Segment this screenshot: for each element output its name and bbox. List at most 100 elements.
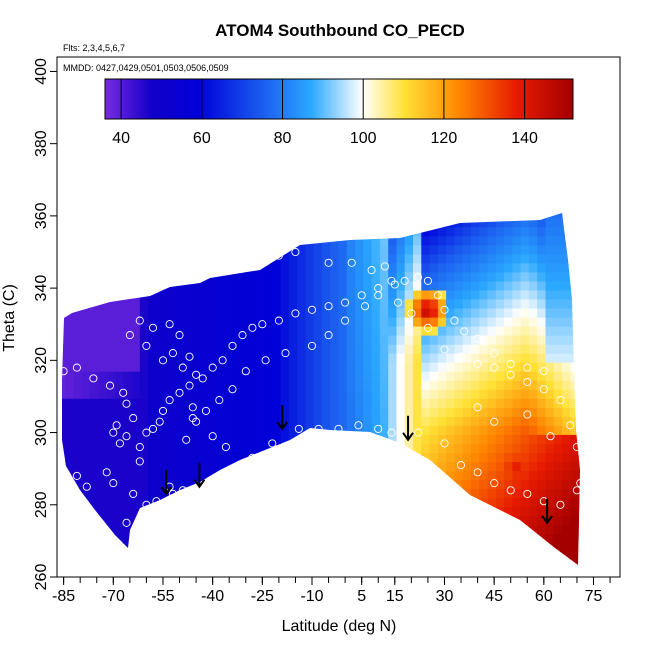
- heat-cell: [570, 497, 580, 508]
- heat-cell: [297, 362, 306, 372]
- heat-cell: [140, 191, 149, 201]
- heat-cell: [255, 398, 265, 408]
- heat-cell: [123, 506, 133, 517]
- heat-cell: [346, 371, 356, 381]
- heat-cell: [363, 380, 373, 390]
- heat-cell: [288, 461, 298, 471]
- heat-cell: [264, 542, 273, 553]
- heat-cell: [247, 298, 257, 309]
- heat-cell: [189, 533, 199, 544]
- heat-cell: [222, 452, 232, 462]
- heat-cell: [123, 217, 133, 228]
- heat-cell: [313, 353, 323, 363]
- heat-cell: [131, 398, 141, 408]
- heat-cell: [371, 253, 381, 264]
- heat-cell: [156, 200, 165, 210]
- heat-cell: [487, 244, 497, 255]
- heat-cell: [255, 560, 265, 565]
- observation-point: [490, 479, 499, 488]
- heat-cell: [264, 191, 273, 201]
- heat-cell: [603, 362, 612, 372]
- heat-cell: [379, 380, 389, 390]
- heat-cell: [165, 200, 174, 210]
- heat-cell: [123, 425, 133, 435]
- heat-cell: [388, 217, 398, 228]
- heat-cell: [562, 533, 571, 544]
- heat-cell: [297, 298, 306, 309]
- heat-cell: [164, 362, 174, 372]
- heat-cell: [595, 353, 604, 363]
- heat-cell: [156, 317, 166, 327]
- heat-cell: [512, 443, 522, 453]
- heat-cell: [587, 389, 596, 399]
- heat-cell: [454, 271, 464, 282]
- heat-cell: [156, 398, 166, 408]
- heat-cell: [62, 298, 66, 309]
- observation-point: [148, 424, 158, 433]
- heat-cell: [595, 407, 604, 417]
- heat-cell: [421, 308, 431, 318]
- heat-cell: [454, 200, 463, 210]
- heat-cell: [197, 389, 207, 399]
- heat-cell: [479, 461, 489, 471]
- heat-cell: [495, 407, 505, 417]
- observation-point: [576, 479, 585, 488]
- heat-cell: [595, 308, 604, 318]
- heat-cell: [570, 533, 580, 544]
- heat-cell: [562, 551, 571, 562]
- heat-cell: [197, 317, 207, 327]
- heat-cell: [321, 407, 331, 417]
- heat-cell: [570, 470, 580, 481]
- heat-cell: [181, 479, 191, 490]
- heat-cell: [90, 461, 99, 471]
- heat-cell: [164, 560, 174, 565]
- heat-cell: [446, 542, 455, 553]
- heat-cell: [222, 217, 232, 228]
- heat-cell: [98, 271, 108, 282]
- heat-cell: [346, 425, 356, 435]
- heat-cell: [172, 524, 182, 535]
- heat-cell: [330, 226, 340, 237]
- heat-cell: [239, 217, 248, 228]
- heat-cell: [504, 326, 513, 336]
- heat-cell: [396, 253, 406, 264]
- heat-cell: [528, 416, 538, 426]
- heat-cell: [65, 226, 75, 237]
- heat-cell: [280, 389, 290, 399]
- heat-cell: [156, 262, 166, 273]
- heat-cell: [247, 280, 257, 291]
- heat-cell: [462, 452, 472, 462]
- heat-cell: [495, 461, 505, 471]
- heat-cell: [172, 344, 182, 354]
- heat-cell: [305, 289, 315, 300]
- heat-cell: [280, 461, 290, 471]
- heat-cell: [512, 506, 522, 517]
- heat-cell: [90, 407, 99, 417]
- heat-cell: [172, 226, 182, 237]
- heat-cell: [512, 317, 522, 327]
- heat-cell: [338, 244, 348, 255]
- heat-cell: [612, 254, 621, 264]
- heat-cell: [504, 398, 513, 408]
- heat-cell: [413, 280, 422, 291]
- heat-cell: [123, 443, 133, 453]
- heat-cell: [297, 461, 306, 471]
- heat-cell: [98, 371, 108, 381]
- heat-cell: [570, 353, 580, 363]
- observation-point: [238, 331, 247, 340]
- heat-cell: [520, 335, 530, 345]
- heat-cell: [355, 425, 364, 435]
- heat-cell: [512, 389, 522, 399]
- heat-cell: [172, 244, 182, 255]
- heat-cell: [520, 416, 530, 426]
- heat-cell: [239, 506, 248, 517]
- heat-cell: [471, 213, 480, 219]
- heat-cell: [81, 371, 91, 381]
- heat-cell: [520, 244, 530, 255]
- heat-cell: [595, 552, 604, 562]
- heat-cell: [172, 434, 182, 444]
- heat-cell: [512, 434, 522, 444]
- heat-cell: [81, 551, 91, 562]
- heat-cell: [190, 191, 199, 201]
- heat-cell: [197, 335, 207, 345]
